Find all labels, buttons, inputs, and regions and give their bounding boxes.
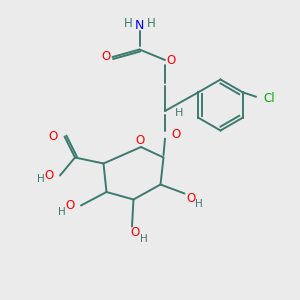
Text: O: O bbox=[101, 50, 110, 64]
Text: H: H bbox=[175, 108, 183, 118]
Text: O: O bbox=[172, 128, 181, 142]
Text: O: O bbox=[44, 169, 53, 182]
Text: N: N bbox=[135, 19, 144, 32]
Text: H: H bbox=[124, 17, 133, 31]
Text: H: H bbox=[195, 199, 203, 209]
Text: Cl: Cl bbox=[263, 92, 275, 105]
Text: H: H bbox=[146, 17, 155, 31]
Text: O: O bbox=[186, 192, 195, 206]
Text: O: O bbox=[167, 53, 176, 67]
Text: O: O bbox=[130, 226, 140, 239]
Text: O: O bbox=[49, 130, 58, 143]
Text: H: H bbox=[58, 207, 66, 217]
Text: H: H bbox=[37, 174, 45, 184]
Text: H: H bbox=[140, 233, 147, 244]
Text: O: O bbox=[65, 199, 74, 212]
Text: O: O bbox=[135, 134, 144, 148]
